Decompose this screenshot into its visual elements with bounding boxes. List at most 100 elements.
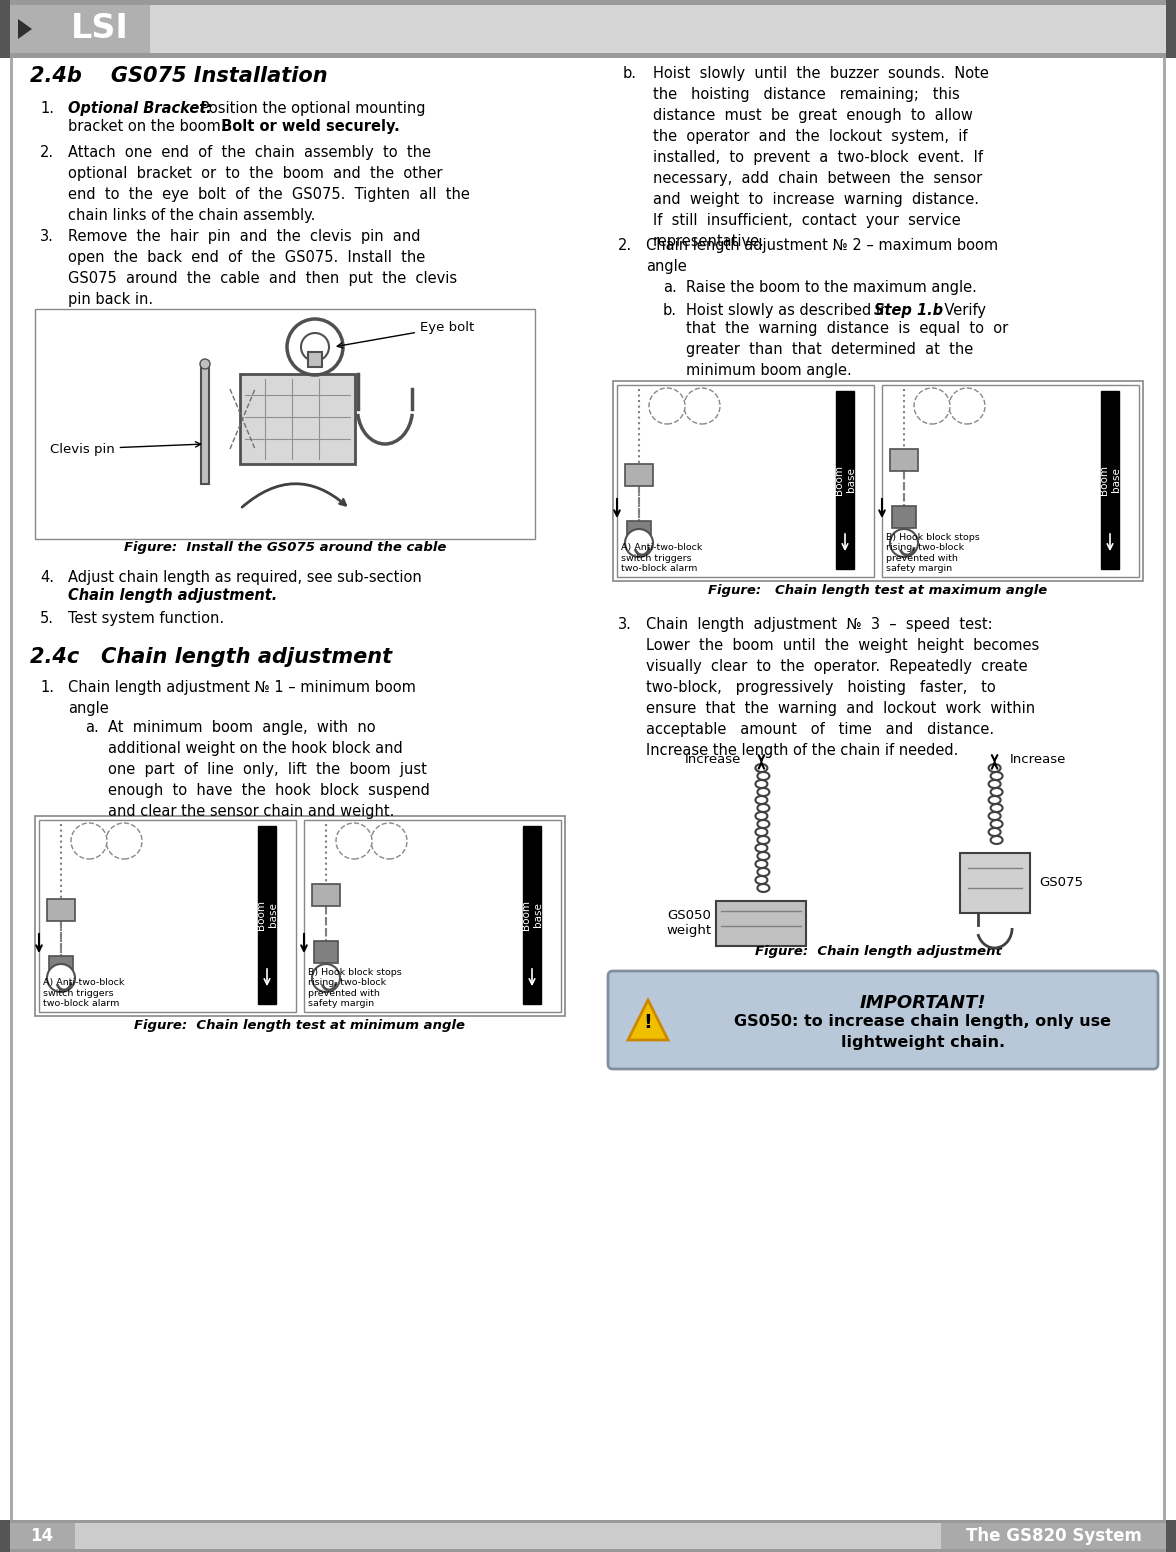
Text: Boom
base: Boom base	[521, 900, 543, 930]
Bar	[0, 1519, 11, 1552]
Text: 3.: 3.	[619, 618, 632, 632]
Text: Chain  length  adjustment  №  3  –  speed  test:
Lower  the  boom  until  the  w: Chain length adjustment № 3 – speed test…	[646, 618, 1040, 757]
Text: b.: b.	[623, 67, 637, 81]
Bar	[893, 506, 916, 528]
Bar	[314, 941, 338, 962]
Polygon shape	[18, 19, 32, 39]
Bar	[240, 374, 355, 464]
FancyBboxPatch shape	[608, 972, 1158, 1069]
Text: Chain length adjustment № 2 – maximum boom
angle: Chain length adjustment № 2 – maximum bo…	[646, 237, 998, 275]
Text: Remove  the  hair  pin  and  the  clevis  pin  and
open  the  back  end  of  the: Remove the hair pin and the clevis pin a…	[68, 230, 457, 307]
Polygon shape	[628, 999, 668, 1040]
Text: . Verify: . Verify	[935, 303, 985, 318]
Text: 2.4b    GS075 Installation: 2.4b GS075 Installation	[31, 67, 328, 85]
Text: Increase: Increase	[686, 753, 741, 767]
Text: 5.: 5.	[40, 611, 54, 625]
Text: Boom
base: Boom base	[256, 900, 278, 930]
Text: LSI: LSI	[71, 12, 129, 45]
Text: Hoist  slowly  until  the  buzzer  sounds.  Note
the   hoisting   distance   rem: Hoist slowly until the buzzer sounds. No…	[653, 67, 989, 248]
Bar	[617, 385, 874, 577]
Bar	[11, 57, 13, 1519]
Bar	[627, 521, 652, 543]
Text: Eye bolt: Eye bolt	[338, 321, 474, 348]
Circle shape	[200, 359, 211, 369]
Text: A) Anti-two-block
switch triggers
two-block alarm: A) Anti-two-block switch triggers two-bl…	[44, 978, 125, 1007]
Circle shape	[336, 823, 372, 858]
Text: Attach  one  end  of  the  chain  assembly  to  the
optional  bracket  or  to  t: Attach one end of the chain assembly to …	[68, 144, 470, 223]
Circle shape	[624, 529, 653, 557]
Text: b.: b.	[663, 303, 677, 318]
Circle shape	[890, 529, 918, 557]
Text: !: !	[643, 1013, 653, 1032]
Text: Figure:  Chain length test at minimum angle: Figure: Chain length test at minimum ang…	[134, 1020, 466, 1032]
Text: Clevis pin: Clevis pin	[51, 442, 201, 455]
Bar	[35, 816, 564, 1017]
Bar	[35, 309, 535, 539]
Circle shape	[312, 964, 340, 992]
Bar	[258, 826, 276, 1004]
Bar	[0, 1519, 1176, 1552]
Text: Chain length adjustment.: Chain length adjustment.	[68, 588, 278, 604]
Text: B) Hook block stops
rising, two-block
prevented with
safety margin: B) Hook block stops rising, two-block pr…	[886, 532, 980, 573]
Bar	[312, 885, 340, 906]
Text: 1.: 1.	[40, 101, 54, 116]
Bar	[1163, 57, 1165, 1519]
Text: Test system function.: Test system function.	[68, 611, 225, 625]
Text: 1.: 1.	[40, 680, 54, 695]
Bar	[890, 449, 918, 470]
Circle shape	[949, 388, 985, 424]
Circle shape	[71, 823, 107, 858]
Bar	[305, 819, 561, 1012]
Bar	[151, 5, 1165, 53]
Text: Hoist slowly as described in: Hoist slowly as described in	[686, 303, 894, 318]
Bar	[201, 365, 209, 484]
Text: a.: a.	[663, 279, 676, 295]
Text: Boom
base: Boom base	[834, 466, 856, 495]
Bar	[11, 1523, 1165, 1549]
Text: IMPORTANT!: IMPORTANT!	[860, 993, 987, 1012]
Circle shape	[47, 964, 75, 992]
Text: 3.: 3.	[40, 230, 54, 244]
Text: 2.: 2.	[619, 237, 633, 253]
Bar	[11, 5, 151, 53]
Text: bracket on the boom.: bracket on the boom.	[68, 120, 226, 133]
Text: Bolt or weld securely.: Bolt or weld securely.	[216, 120, 400, 133]
Bar	[836, 391, 854, 570]
Bar	[39, 819, 296, 1012]
Text: Figure:  Chain length adjustment: Figure: Chain length adjustment	[755, 945, 1002, 958]
Text: 14: 14	[31, 1527, 54, 1544]
Bar	[960, 854, 1030, 913]
Bar	[49, 956, 73, 978]
Text: B) Hook block stops
rising, two-block
prevented with
safety margin: B) Hook block stops rising, two-block pr…	[308, 968, 402, 1007]
Text: GS050
weight: GS050 weight	[667, 909, 711, 937]
Text: Step 1.b: Step 1.b	[874, 303, 943, 318]
Text: Position the optional mounting: Position the optional mounting	[196, 101, 426, 116]
Text: that  the  warning  distance  is  equal  to  or
greater  than  that  determined : that the warning distance is equal to or…	[686, 321, 1008, 379]
Text: GS075: GS075	[1040, 877, 1083, 889]
Bar	[0, 0, 11, 57]
Text: 4.: 4.	[40, 570, 54, 585]
Text: The GS820 System: The GS820 System	[965, 1527, 1142, 1544]
Bar	[308, 352, 322, 366]
Circle shape	[370, 823, 407, 858]
Circle shape	[914, 388, 950, 424]
Text: Adjust chain length as required, see sub-section: Adjust chain length as required, see sub…	[68, 570, 422, 585]
Text: Optional Bracket:: Optional Bracket:	[68, 101, 212, 116]
Circle shape	[684, 388, 720, 424]
Bar	[1101, 391, 1120, 570]
Text: 2.4c   Chain length adjustment: 2.4c Chain length adjustment	[31, 647, 392, 667]
Text: Figure:  Install the GS075 around the cable: Figure: Install the GS075 around the cab…	[123, 542, 446, 554]
Text: Figure:   Chain length test at maximum angle: Figure: Chain length test at maximum ang…	[708, 584, 1048, 598]
Text: Raise the boom to the maximum angle.: Raise the boom to the maximum angle.	[686, 279, 977, 295]
Bar	[613, 380, 1143, 580]
Text: At  minimum  boom  angle,  with  no
additional weight on the hook block and
one : At minimum boom angle, with no additiona…	[108, 720, 430, 819]
Text: A) Anti-two-block
switch triggers
two-block alarm: A) Anti-two-block switch triggers two-bl…	[621, 543, 702, 573]
Bar	[882, 385, 1140, 577]
Circle shape	[106, 823, 142, 858]
Bar	[624, 464, 653, 486]
Bar	[523, 826, 541, 1004]
Text: Chain length adjustment № 1 – minimum boom
angle: Chain length adjustment № 1 – minimum bo…	[68, 680, 416, 715]
Circle shape	[649, 388, 684, 424]
Text: Boom
base: Boom base	[1100, 466, 1121, 495]
Bar	[941, 1523, 1165, 1549]
